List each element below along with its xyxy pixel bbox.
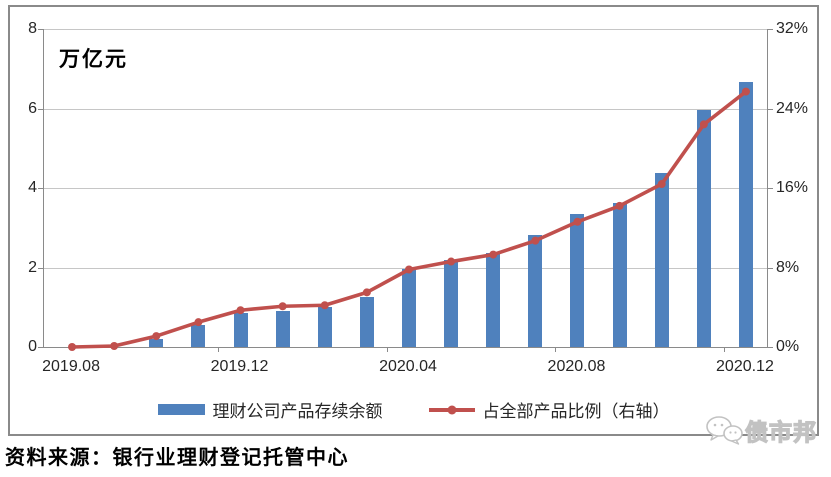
x-tick-label: 2019.12 — [210, 358, 269, 375]
y-left-tick-label: 2 — [28, 258, 37, 276]
bar-2020.11 — [696, 110, 711, 347]
ratio-point-2020.06 — [489, 250, 498, 259]
gridline — [44, 108, 767, 110]
source-note: 资料来源：银行业理财登记托管中心 — [5, 447, 349, 469]
ratio-point-2019.11 — [194, 318, 203, 327]
bar-2020.06 — [486, 253, 501, 347]
ratio-point-2020.08 — [573, 217, 582, 226]
ratio-point-2019.10 — [152, 332, 161, 341]
y-right-tick-label: 8% — [776, 258, 800, 276]
x-axis-labels: 2019.08 2019.12 2020.04 2020.08 2020.12 — [42, 358, 774, 378]
x-tick-label: 2020.08 — [547, 358, 606, 375]
y-left-tick-label: 0 — [28, 338, 37, 355]
ratio-point-2019.08 — [68, 343, 77, 351]
x-tick-label: 2020.04 — [379, 358, 437, 375]
bar-2020.01 — [275, 310, 290, 347]
bar-series-swatch — [157, 404, 205, 415]
y-left-tick-label: 6 — [28, 99, 37, 117]
bar-2020.02 — [317, 307, 332, 347]
y-right-tick-label: 16% — [776, 179, 809, 196]
y-right-tick-label: 0% — [776, 338, 800, 355]
bar-2020.10 — [654, 172, 669, 347]
ratio-point-2020.03 — [362, 288, 371, 297]
line-series-swatch — [428, 405, 475, 414]
legend: 理财公司产品存续余额 占全部产品比例（右轴） — [10, 397, 817, 422]
x-tick-mark — [218, 347, 220, 352]
bar-2020.05 — [444, 259, 459, 347]
y-left-tick-mark — [38, 188, 43, 189]
bar-2020.12 — [738, 81, 753, 347]
y-right-tick-mark — [767, 29, 773, 30]
y-left-tick-mark — [38, 267, 43, 269]
bar-2020.07 — [528, 234, 543, 347]
bar-2020.03 — [359, 296, 374, 347]
y-axis-unit-label: 万亿元 — [59, 48, 128, 71]
ratio-point-2020.05 — [447, 257, 456, 266]
ratio-point-2019.12 — [236, 306, 245, 315]
y-right-tick-label: 32% — [776, 20, 809, 37]
y-left-tick-mark — [38, 29, 43, 30]
ratio-point-2020.11 — [699, 120, 708, 129]
x-tick-label: 2020.12 — [716, 358, 774, 375]
y-right-tick-label: 24% — [776, 99, 809, 117]
x-tick-mark — [386, 347, 388, 352]
line-marker-dot — [447, 405, 456, 414]
bar-2019.12 — [233, 313, 248, 347]
plot-area: 万亿元 — [43, 29, 768, 351]
x-tick-label: 2019.08 — [42, 358, 100, 375]
y-right-tick-mark — [767, 108, 773, 110]
y-right-tick-mark — [767, 267, 773, 269]
ratio-point-2019.09 — [110, 342, 119, 351]
y-right-tick-mark — [767, 188, 773, 189]
legend-label-ratio: 占全部产品比例（右轴） — [482, 402, 670, 421]
legend-item-balance: 理财公司产品存续余额 — [157, 397, 383, 422]
gridline — [44, 188, 767, 189]
bar-2019.10 — [149, 339, 164, 347]
y-left-tick-label: 4 — [28, 179, 37, 196]
x-tick-mark — [555, 347, 557, 352]
ratio-line-layer — [68, 87, 750, 351]
bar-2020.08 — [570, 214, 585, 347]
ratio-point-2020.09 — [615, 201, 624, 210]
bar-2020.04 — [402, 268, 416, 347]
ratio-point-2020.12 — [741, 87, 750, 96]
ratio-point-2020.02 — [320, 301, 329, 310]
y-left-tick-mark — [38, 108, 43, 110]
legend-item-ratio: 占全部产品比例（右轴） — [428, 397, 670, 422]
y-left-tick-label: 8 — [28, 20, 37, 37]
y-left-tick-mark — [38, 347, 43, 348]
ratio-point-2020.07 — [531, 236, 540, 245]
legend-label-balance: 理财公司产品存续余额 — [212, 402, 383, 421]
gridline — [44, 29, 767, 30]
ratio-line — [72, 90, 748, 349]
bar-2020.09 — [612, 202, 627, 347]
bar-2019.11 — [191, 325, 206, 347]
ratio-point-2020.04 — [405, 265, 413, 274]
ratio-point-2020.10 — [657, 180, 666, 189]
ratio-point-2020.01 — [278, 302, 287, 311]
y-axis-right-labels: 32% 24% 16% 8% 0% — [776, 20, 821, 355]
y-right-tick-mark — [767, 347, 773, 348]
y-axis-left-labels: 8 6 4 2 0 — [10, 20, 37, 355]
x-tick-mark — [723, 347, 725, 352]
